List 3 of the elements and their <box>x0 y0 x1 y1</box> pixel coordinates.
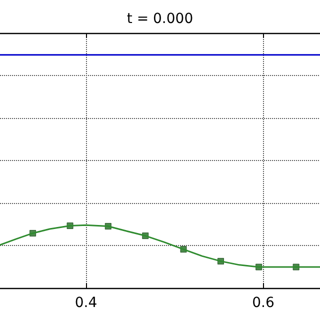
x-tick-label: 0.6 <box>252 295 274 311</box>
x-tick-label: 0.4 <box>74 295 98 311</box>
chart-title: t = 0.000 <box>126 11 194 27</box>
